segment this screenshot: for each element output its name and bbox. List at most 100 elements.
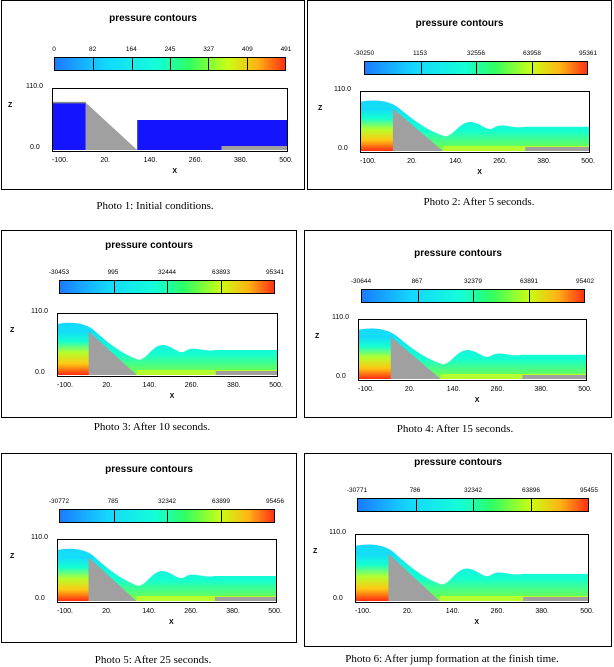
colorbar-label: 785 — [107, 498, 119, 505]
panel-title: pressure contours — [105, 464, 193, 475]
contour-plot — [57, 313, 278, 377]
figure-panel-4: pressure contours -30644 867 32379 63891 9540… — [304, 230, 612, 418]
figure-panel-6: pressure contours -30771 786 32342 63896 9545… — [304, 453, 612, 647]
panel-title: pressure contours — [105, 240, 193, 251]
z-axis-name: Z — [8, 102, 13, 109]
bottom-pressure — [443, 146, 589, 151]
colorbar-label: 164 — [125, 46, 137, 53]
z-axis-bottom-label: 0.0 — [333, 595, 343, 602]
colorbar-label: 63896 — [521, 487, 541, 494]
bottom-pressure — [440, 374, 586, 379]
colorbar — [59, 509, 275, 523]
colorbar-tick — [476, 62, 477, 74]
colorbar-label: 327 — [203, 46, 215, 53]
colorbar-label: -30771 — [346, 487, 368, 494]
x-axis-tick-label: 140. — [142, 608, 156, 615]
x-axis-tick-label: 500. — [581, 158, 595, 165]
z-axis-top-label: 110.0 — [26, 83, 43, 90]
reservoir-pressure — [361, 107, 397, 151]
colorbar-label: 491 — [280, 46, 292, 53]
colorbar-label: -30772 — [48, 498, 70, 505]
spillway-wall — [392, 108, 444, 151]
x-axis-tick-label: 140. — [449, 158, 463, 165]
x-axis-tick-label: 260. — [490, 386, 505, 393]
sill — [215, 371, 277, 375]
z-axis-name: Z — [315, 333, 320, 340]
x-axis-tick-label: 500. — [268, 608, 282, 615]
contour-plot — [52, 88, 288, 152]
x-axis-tick-label: 260. — [184, 608, 198, 615]
colorbar-tick — [531, 62, 533, 74]
spillway-wall — [88, 331, 137, 375]
z-axis-bottom-label: 0.0 — [30, 144, 40, 151]
colorbar-label: -30644 — [350, 278, 372, 285]
figure-caption: Photo 1: Initial conditions. — [96, 200, 214, 212]
colorbar-tick — [113, 510, 115, 522]
x-axis-tick-label: 20. — [100, 157, 111, 164]
reservoir-pressure — [58, 330, 93, 375]
z-axis-top-label: 110.0 — [31, 534, 48, 541]
figure-panel-5: pressure contours -30772 785 32342 63899 9545… — [1, 453, 297, 643]
z-axis-name: Z — [318, 105, 323, 112]
z-axis-top-label: 110.0 — [31, 308, 48, 315]
colorbar-tick — [420, 62, 422, 74]
x-axis-name: X — [474, 397, 480, 404]
contour-plot — [358, 319, 587, 381]
z-axis-bottom-label: 0.0 — [336, 373, 346, 380]
colorbar-tick — [167, 281, 168, 293]
colorbar-label: 0 — [52, 46, 56, 53]
x-axis-tick-label: 140. — [445, 608, 460, 615]
colorbar-tick — [170, 58, 171, 70]
colorbar-label: 95455 — [579, 487, 599, 494]
figure-caption: Photo 6: After jump formation at the fin… — [345, 653, 559, 665]
z-axis-name: Z — [10, 553, 15, 560]
x-axis-name: X — [172, 168, 178, 175]
colorbar-tick — [131, 58, 133, 70]
x-axis-tick-label: 20. — [102, 382, 113, 389]
reservoir-pressure — [356, 552, 393, 601]
z-axis-top-label: 110.0 — [334, 86, 351, 93]
x-axis-tick-label: 260. — [490, 608, 505, 615]
x-axis-tick-label: -100. — [57, 608, 73, 615]
colorbar — [357, 498, 589, 512]
colorbar-label: 409 — [241, 46, 253, 53]
figure-panel-1: pressure contours 0 82 164 245 327 409 491 110.0… — [1, 0, 305, 190]
x-axis-tick-label: 260. — [493, 158, 507, 165]
colorbar-tick — [167, 510, 168, 522]
reservoir-water — [53, 102, 86, 150]
z-axis-top-label: 110.0 — [332, 314, 349, 321]
tailwater — [137, 120, 287, 150]
z-axis-bottom-label: 0.0 — [35, 595, 45, 602]
colorbar-label: 82 — [89, 46, 97, 53]
figure-caption: Photo 5: After 25 seconds. — [94, 654, 212, 666]
colorbar-label: -30453 — [48, 269, 70, 276]
colorbar-label: 32556 — [466, 50, 486, 57]
x-axis-tick-label: 140. — [142, 382, 157, 389]
x-axis-tick-label: 20. — [407, 158, 417, 165]
bottom-pressure — [136, 596, 276, 601]
panel-title: pressure contours — [414, 248, 502, 259]
colorbar-tick — [220, 281, 222, 293]
spillway-wall — [390, 336, 441, 379]
colorbar-tick — [208, 58, 210, 70]
colorbar-tick — [93, 58, 95, 70]
z-axis-name: Z — [313, 548, 318, 555]
colorbar-tick — [220, 510, 222, 522]
colorbar-label: 63893 — [211, 269, 231, 276]
panel-title: pressure contours — [415, 18, 504, 29]
panel-title: pressure contours — [109, 13, 197, 24]
x-axis-tick-label: -100. — [52, 157, 68, 164]
x-axis-tick-label: 380. — [535, 608, 549, 615]
x-axis-name: X — [169, 619, 174, 626]
colorbar-label: 63958 — [522, 50, 542, 57]
contour-plot — [57, 539, 277, 603]
colorbar-label: 786 — [409, 487, 421, 494]
colorbar-label: 32444 — [157, 269, 177, 276]
x-axis-tick-label: 140. — [143, 157, 158, 164]
x-axis-tick-label: 140. — [446, 386, 461, 393]
x-axis-tick-label: 260. — [188, 157, 203, 164]
figure-caption: Photo 3: After 10 seconds. — [93, 421, 211, 433]
figure-caption: Photo 4: After 15 seconds. — [396, 423, 514, 435]
colorbar-label: -30250 — [353, 50, 375, 57]
colorbar-tick — [113, 281, 115, 293]
